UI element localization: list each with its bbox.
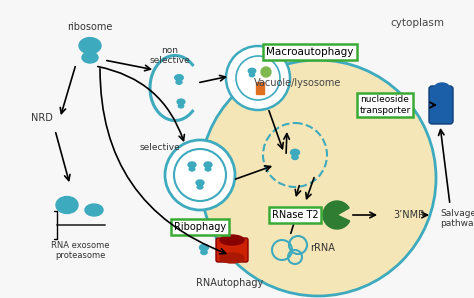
Ellipse shape [197, 185, 203, 189]
Ellipse shape [249, 73, 255, 77]
Ellipse shape [176, 80, 182, 84]
Text: selective: selective [140, 143, 181, 152]
FancyBboxPatch shape [429, 86, 453, 124]
Ellipse shape [177, 99, 185, 105]
Ellipse shape [204, 162, 212, 167]
Text: rRNA: rRNA [310, 243, 335, 253]
Text: ribosome: ribosome [67, 22, 113, 32]
Ellipse shape [291, 149, 300, 156]
Bar [256, 82, 264, 94]
Ellipse shape [200, 244, 209, 251]
Circle shape [200, 60, 436, 296]
Ellipse shape [292, 155, 298, 159]
Text: non
selective: non selective [150, 46, 191, 65]
Ellipse shape [435, 83, 449, 91]
Text: NRD: NRD [31, 113, 53, 123]
Text: RNA exosome
proteasome: RNA exosome proteasome [51, 241, 109, 260]
Text: nucleoside
transporter: nucleoside transporter [359, 95, 410, 115]
Circle shape [261, 67, 271, 77]
Circle shape [174, 149, 226, 201]
Ellipse shape [178, 104, 184, 108]
Ellipse shape [220, 235, 244, 245]
Wedge shape [323, 201, 350, 229]
Ellipse shape [188, 162, 196, 167]
Ellipse shape [56, 196, 78, 213]
Text: Vacuole/lysosome: Vacuole/lysosome [255, 78, 342, 88]
Text: RNAutophagy: RNAutophagy [196, 278, 264, 288]
Ellipse shape [196, 180, 204, 186]
Text: 3’NMP: 3’NMP [393, 210, 424, 220]
Ellipse shape [220, 253, 244, 263]
FancyBboxPatch shape [216, 238, 248, 262]
Ellipse shape [189, 167, 195, 171]
Ellipse shape [175, 74, 183, 80]
Ellipse shape [85, 204, 103, 216]
Circle shape [226, 46, 290, 110]
Circle shape [236, 56, 280, 100]
Ellipse shape [205, 167, 211, 171]
Text: RNase T2: RNase T2 [272, 210, 319, 220]
Text: Macroautophagy: Macroautophagy [266, 47, 354, 57]
Text: Salvage
pathway: Salvage pathway [440, 209, 474, 228]
Text: cytoplasm: cytoplasm [390, 18, 444, 28]
Ellipse shape [248, 68, 256, 74]
Ellipse shape [201, 250, 207, 254]
Ellipse shape [82, 52, 98, 63]
Ellipse shape [79, 38, 101, 54]
Circle shape [165, 140, 235, 210]
Text: Ribophagy: Ribophagy [174, 222, 226, 232]
